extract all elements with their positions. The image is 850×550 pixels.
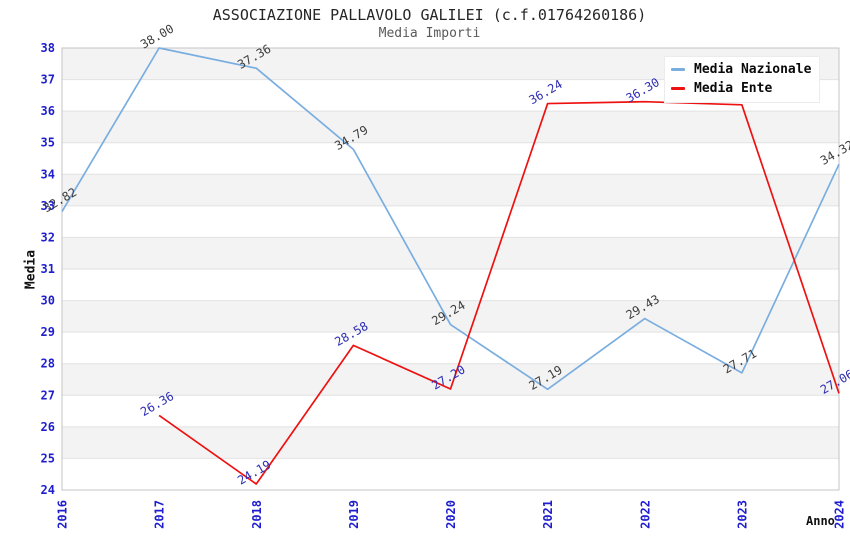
- x-tick-label: 2024: [833, 500, 847, 529]
- media-nazionale-swatch-icon: [671, 68, 685, 71]
- legend-item-media-ente: Media Ente: [671, 79, 811, 98]
- y-tick-label: 24: [41, 483, 55, 497]
- chart-title: ASSOCIAZIONE PALLAVOLO GALILEI (c.f.0176…: [212, 6, 647, 24]
- x-tick-label: 2023: [735, 500, 749, 529]
- y-tick-label: 35: [41, 136, 55, 150]
- legend: Media Nazionale Media Ente: [664, 56, 821, 103]
- x-tick-label: 2019: [347, 500, 361, 529]
- media-nazionale-data-label: 38.00: [138, 21, 176, 51]
- legend-item-media-nazionale: Media Nazionale: [671, 60, 811, 79]
- y-tick-label: 25: [41, 451, 55, 465]
- y-tick-label: 26: [41, 420, 55, 434]
- x-tick-label: 2017: [153, 500, 167, 529]
- y-tick-label: 29: [41, 325, 55, 339]
- plot-band: [62, 300, 839, 333]
- y-tick-label: 32: [41, 230, 55, 244]
- plot-band: [62, 363, 839, 396]
- media-nazionale-line: [61, 47, 840, 391]
- y-tick-label: 34: [41, 167, 55, 181]
- x-tick-label: 2021: [541, 500, 555, 529]
- y-tick-label: 31: [41, 262, 55, 276]
- plot-band: [62, 174, 839, 206]
- plot-band: [62, 426, 839, 459]
- plot-band: [62, 237, 839, 269]
- x-tick-label: 2022: [638, 500, 652, 529]
- x-axis-title: Anno: [806, 514, 835, 528]
- x-tick-label: 2020: [444, 500, 458, 529]
- x-tick-label: 2018: [250, 500, 264, 529]
- y-tick-label: 36: [41, 104, 55, 118]
- plot-band: [62, 111, 839, 143]
- plot-border: [61, 47, 840, 491]
- media-nazionale-data-label: 32.82: [41, 185, 79, 215]
- x-tick-label: 2016: [56, 500, 70, 529]
- y-tick-label: 38: [41, 41, 55, 55]
- chart-subtitle: Media Importi: [378, 26, 481, 41]
- legend-label: Media Ente: [694, 81, 773, 96]
- legend-label: Media Nazionale: [694, 62, 812, 77]
- y-tick-label: 27: [41, 388, 55, 402]
- y-tick-label: 37: [41, 73, 55, 87]
- media-ente-swatch-icon: [671, 87, 685, 90]
- media-ente-line: [158, 100, 840, 485]
- y-tick-label: 30: [41, 294, 55, 308]
- y-tick-label: 28: [41, 357, 55, 371]
- y-tick-label: 33: [41, 199, 55, 213]
